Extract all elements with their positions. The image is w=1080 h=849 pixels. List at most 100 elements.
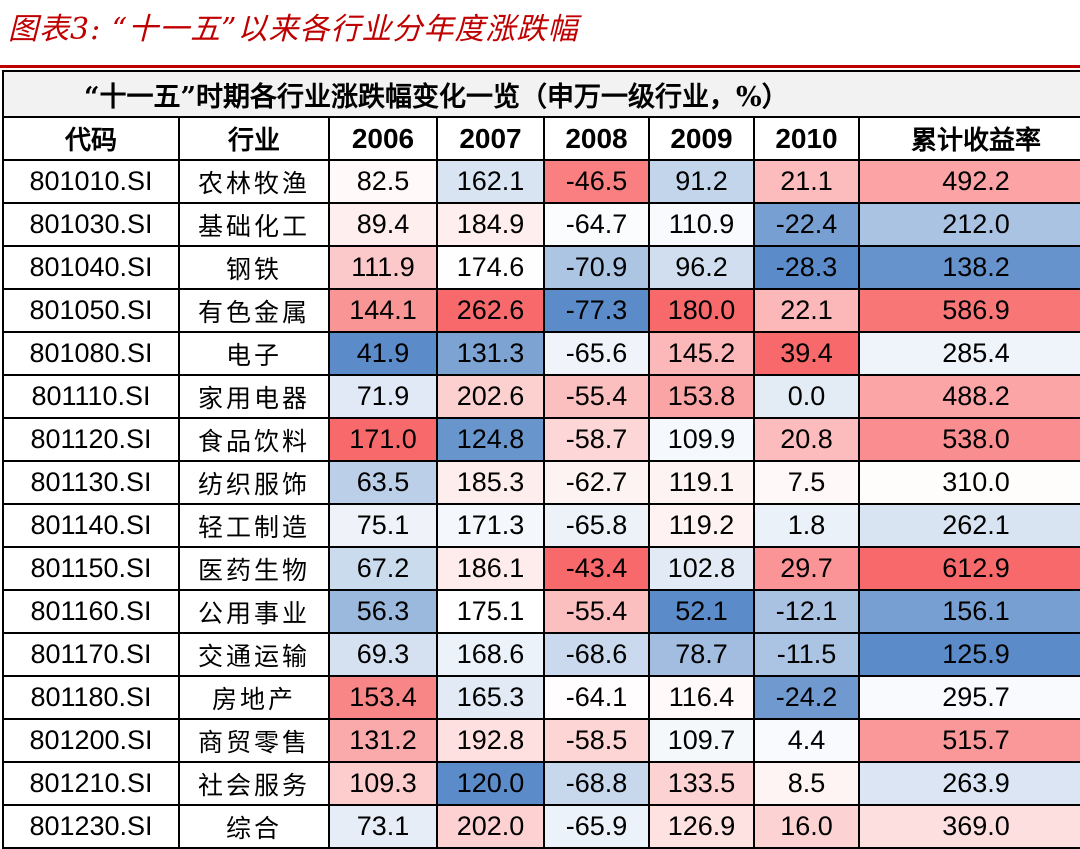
value-cell: -77.3 (543, 288, 650, 333)
value-cell: 69.3 (328, 632, 438, 677)
table-row: 801160.SI 公用事业 56.3 175.1 -55.4 52.1 -12.1 156.… (2, 589, 1080, 634)
code-cell: 801150.SI (2, 546, 180, 591)
value-cell: 21.1 (753, 159, 860, 204)
value-cell: 131.2 (328, 718, 438, 763)
column-header: 2010 (753, 116, 860, 161)
value-cell: -65.8 (543, 503, 650, 548)
value-cell: -64.1 (543, 675, 650, 720)
value-cell: 144.1 (328, 288, 438, 333)
value-cell: 16.0 (753, 804, 860, 849)
value-cell: -65.9 (543, 804, 650, 849)
industry-cell: 农林牧渔 (178, 159, 330, 204)
value-cell: 175.1 (436, 589, 545, 634)
value-cell: 263.9 (857, 761, 1080, 806)
value-cell: 168.6 (436, 632, 545, 677)
value-cell: 285.4 (857, 331, 1080, 376)
industry-cell: 商贸零售 (178, 718, 330, 763)
value-cell: 75.1 (328, 503, 438, 548)
value-cell: -46.5 (543, 159, 650, 204)
value-cell: 0.0 (753, 374, 860, 419)
value-cell: 7.5 (753, 460, 860, 505)
value-cell: 153.4 (328, 675, 438, 720)
value-cell: 145.2 (648, 331, 755, 376)
value-cell: 111.9 (328, 245, 438, 290)
value-cell: 109.7 (648, 718, 755, 763)
table-row: 801110.SI 家用电器 71.9 202.6 -55.4 153.8 0.0 488.2 (2, 374, 1080, 419)
industry-cell: 交通运输 (178, 632, 330, 677)
value-cell: 369.0 (857, 804, 1080, 849)
value-cell: 20.8 (753, 417, 860, 462)
value-cell: 180.0 (648, 288, 755, 333)
value-cell: 125.9 (857, 632, 1080, 677)
value-cell: -24.2 (753, 675, 860, 720)
code-cell: 801030.SI (2, 202, 180, 247)
value-cell: -12.1 (753, 589, 860, 634)
value-cell: -28.3 (753, 245, 860, 290)
table-row: 801120.SI 食品饮料 171.0 124.8 -58.7 109.9 20.8 538… (2, 417, 1080, 462)
value-cell: 119.1 (648, 460, 755, 505)
table-row: 801050.SI 有色金属 144.1 262.6 -77.3 180.0 22.1 586… (2, 288, 1080, 333)
value-cell: 212.0 (857, 202, 1080, 247)
title-divider (0, 65, 1080, 68)
value-cell: 586.9 (857, 288, 1080, 333)
value-cell: 39.4 (753, 331, 860, 376)
value-cell: 119.2 (648, 503, 755, 548)
table-row: 801170.SI 交通运输 69.3 168.6 -68.6 78.7 -11.5 125.… (2, 632, 1080, 677)
value-cell: -68.6 (543, 632, 650, 677)
value-cell: 110.9 (648, 202, 755, 247)
table-title: “十一五”时期各行业涨跌幅变化一览（申万一级行业，%） (1, 70, 1080, 118)
code-cell: 801230.SI (2, 804, 180, 849)
value-cell: 174.6 (436, 245, 545, 290)
industry-cell: 纺织服饰 (178, 460, 330, 505)
value-cell: -62.7 (543, 460, 650, 505)
table-row: 801130.SI 纺织服饰 63.5 185.3 -62.7 119.1 7.5 310.0 (2, 460, 1080, 505)
value-cell: 96.2 (648, 245, 755, 290)
table-row: 801010.SI 农林牧渔 82.5 162.1 -46.5 91.2 21.1 492.2 (2, 159, 1080, 204)
value-cell: 488.2 (857, 374, 1080, 419)
value-cell: 116.4 (648, 675, 755, 720)
value-cell: 4.4 (753, 718, 860, 763)
value-cell: 67.2 (328, 546, 438, 591)
column-header: 累计收益率 (857, 116, 1080, 161)
value-cell: 515.7 (857, 718, 1080, 763)
value-cell: 153.8 (648, 374, 755, 419)
column-header: 2007 (436, 116, 545, 161)
value-cell: -58.5 (543, 718, 650, 763)
table-row: 801040.SI 钢铁 111.9 174.6 -70.9 96.2 -28.3 138.2 (2, 245, 1080, 290)
value-cell: -70.9 (543, 245, 650, 290)
value-cell: 133.5 (648, 761, 755, 806)
value-cell: 63.5 (328, 460, 438, 505)
code-cell: 801110.SI (2, 374, 180, 419)
value-cell: 202.0 (436, 804, 545, 849)
industry-cell: 医药生物 (178, 546, 330, 591)
value-cell: 82.5 (328, 159, 438, 204)
value-cell: 184.9 (436, 202, 545, 247)
table-row: 801150.SI 医药生物 67.2 186.1 -43.4 102.8 29.7 612.… (2, 546, 1080, 591)
value-cell: 295.7 (857, 675, 1080, 720)
value-cell: -55.4 (543, 589, 650, 634)
value-cell: 138.2 (857, 245, 1080, 290)
value-cell: 262.6 (436, 288, 545, 333)
value-cell: 202.6 (436, 374, 545, 419)
code-cell: 801010.SI (2, 159, 180, 204)
figure-title: 图表3: “十一五”以来各行业分年度涨跌幅 (8, 12, 579, 47)
value-cell: 162.1 (436, 159, 545, 204)
value-cell: 126.9 (648, 804, 755, 849)
value-cell: 124.8 (436, 417, 545, 462)
value-cell: -22.4 (753, 202, 860, 247)
value-cell: 91.2 (648, 159, 755, 204)
industry-cell: 基础化工 (178, 202, 330, 247)
value-cell: 492.2 (857, 159, 1080, 204)
value-cell: 22.1 (753, 288, 860, 333)
industry-cell: 钢铁 (178, 245, 330, 290)
table-row: 801180.SI 房地产 153.4 165.3 -64.1 116.4 -24.2 295… (2, 675, 1080, 720)
column-header: 代码 (2, 116, 180, 161)
code-cell: 801050.SI (2, 288, 180, 333)
industry-cell: 公用事业 (178, 589, 330, 634)
value-cell: 120.0 (436, 761, 545, 806)
value-cell: 89.4 (328, 202, 438, 247)
table-row: 801230.SI 综合 73.1 202.0 -65.9 126.9 16.0 369.0 (2, 804, 1080, 849)
code-cell: 801170.SI (2, 632, 180, 677)
industry-cell: 食品饮料 (178, 417, 330, 462)
value-cell: 171.0 (328, 417, 438, 462)
